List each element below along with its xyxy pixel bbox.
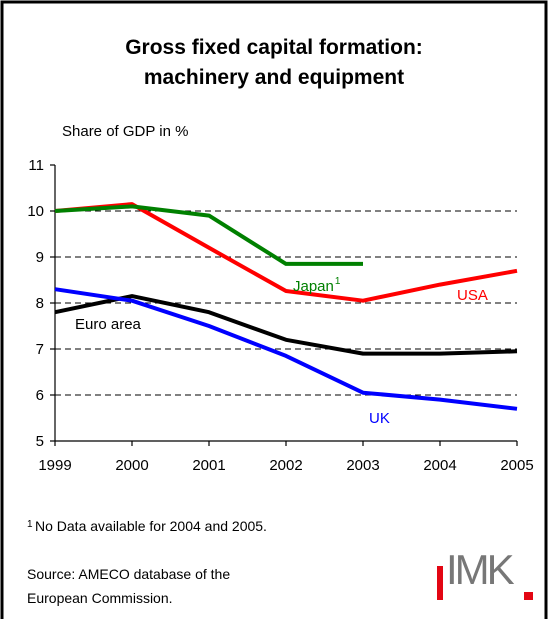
y-tick-label: 10	[27, 203, 44, 220]
y-tick-label: 5	[36, 433, 44, 450]
footnote: No Data available for 2004 and 2005.	[35, 518, 267, 534]
plot-area: 5 6 7 8 9 10 11 1999 2000 2001 2002 2003 2004 2005 USA…	[27, 157, 533, 474]
chart-title: machinery and equipment	[144, 66, 404, 89]
series-label: UK	[369, 410, 390, 427]
series-label: Japan	[293, 278, 334, 295]
logo-text: IMK	[446, 546, 515, 593]
series-label-marker: 1	[335, 276, 341, 287]
y-axis-label: Share of GDP in %	[62, 123, 188, 140]
chart-title: Gross fixed capital formation:	[125, 36, 423, 59]
series-line	[54, 294, 518, 356]
x-tick-label: 2005	[500, 457, 533, 474]
y-tick-label: 11	[28, 157, 44, 174]
x-tick-label: 2002	[269, 457, 302, 474]
y-tick-label: 7	[36, 341, 44, 358]
y-tick-label: 8	[36, 295, 44, 312]
series-line	[54, 287, 518, 411]
y-tick-label: 6	[36, 387, 44, 404]
x-tick-label: 1999	[38, 457, 71, 474]
x-tick-label: 2004	[423, 457, 456, 474]
source: Source: AMECO database of the	[27, 566, 230, 582]
logo: IMK	[437, 546, 533, 600]
x-tick-label: 2000	[115, 457, 148, 474]
series-line	[54, 202, 518, 303]
x-tick-label: 2001	[192, 457, 225, 474]
logo-bar	[437, 566, 443, 600]
source: European Commission.	[27, 590, 173, 606]
series-label: Euro area	[75, 316, 142, 333]
series-label: USA	[457, 287, 488, 304]
series-line	[54, 204, 363, 266]
y-tick-label: 9	[36, 249, 44, 266]
footnote-marker: 1	[27, 519, 33, 530]
logo-dot	[524, 592, 533, 600]
x-tick-label: 2003	[346, 457, 379, 474]
